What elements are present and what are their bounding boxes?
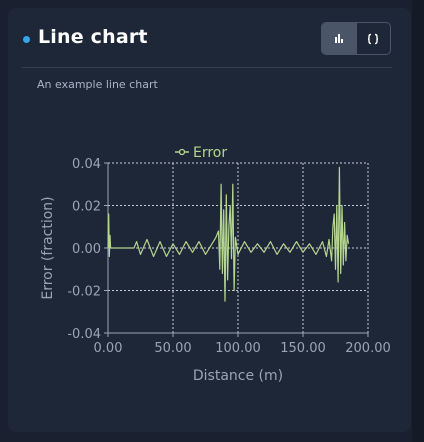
chart-grid: [107, 162, 369, 334]
x-tick-label: 100.00: [215, 341, 261, 356]
y-tick-label: 0.00: [72, 242, 101, 257]
line-chart-card: Line chart An example line chart: [8, 8, 411, 432]
scrollbar-track[interactable]: [412, 0, 424, 442]
card-header: Line chart: [8, 8, 411, 66]
card-subtitle: An example line chart: [37, 78, 158, 91]
x-tick-label: 200.00: [345, 341, 391, 356]
card-title: Line chart: [38, 26, 148, 48]
y-tick-label: -0.04: [67, 327, 101, 342]
code-braces-icon: [368, 33, 379, 44]
y-tick-label: -0.02: [67, 285, 101, 300]
series-line-error: [107, 166, 350, 302]
legend-label: Error: [193, 145, 227, 161]
chart-view-button[interactable]: [322, 23, 356, 54]
x-axis-label: Distance (m): [193, 368, 283, 384]
chart-series: [107, 166, 350, 302]
status-dot: [23, 36, 30, 43]
y-tick-label: 0.02: [72, 200, 101, 215]
y-axis-label: Error (fraction): [40, 196, 56, 299]
x-tick-label: 50.00: [154, 341, 191, 356]
chart-ticks: 0.00 50.00 100.00 150.00 200.000.040.020.00-…: [67, 157, 390, 356]
y-tick-label: 0.04: [72, 157, 101, 172]
code-view-button[interactable]: [355, 23, 391, 54]
legend-swatch-marker: [178, 148, 186, 156]
x-tick-label: 150.00: [280, 341, 326, 356]
chart-legend: Error: [175, 145, 227, 161]
x-tick-label: 0.00: [94, 341, 123, 356]
header-divider: [22, 67, 392, 68]
bar-chart-icon: [334, 33, 343, 43]
view-toggle-group: [321, 22, 391, 55]
